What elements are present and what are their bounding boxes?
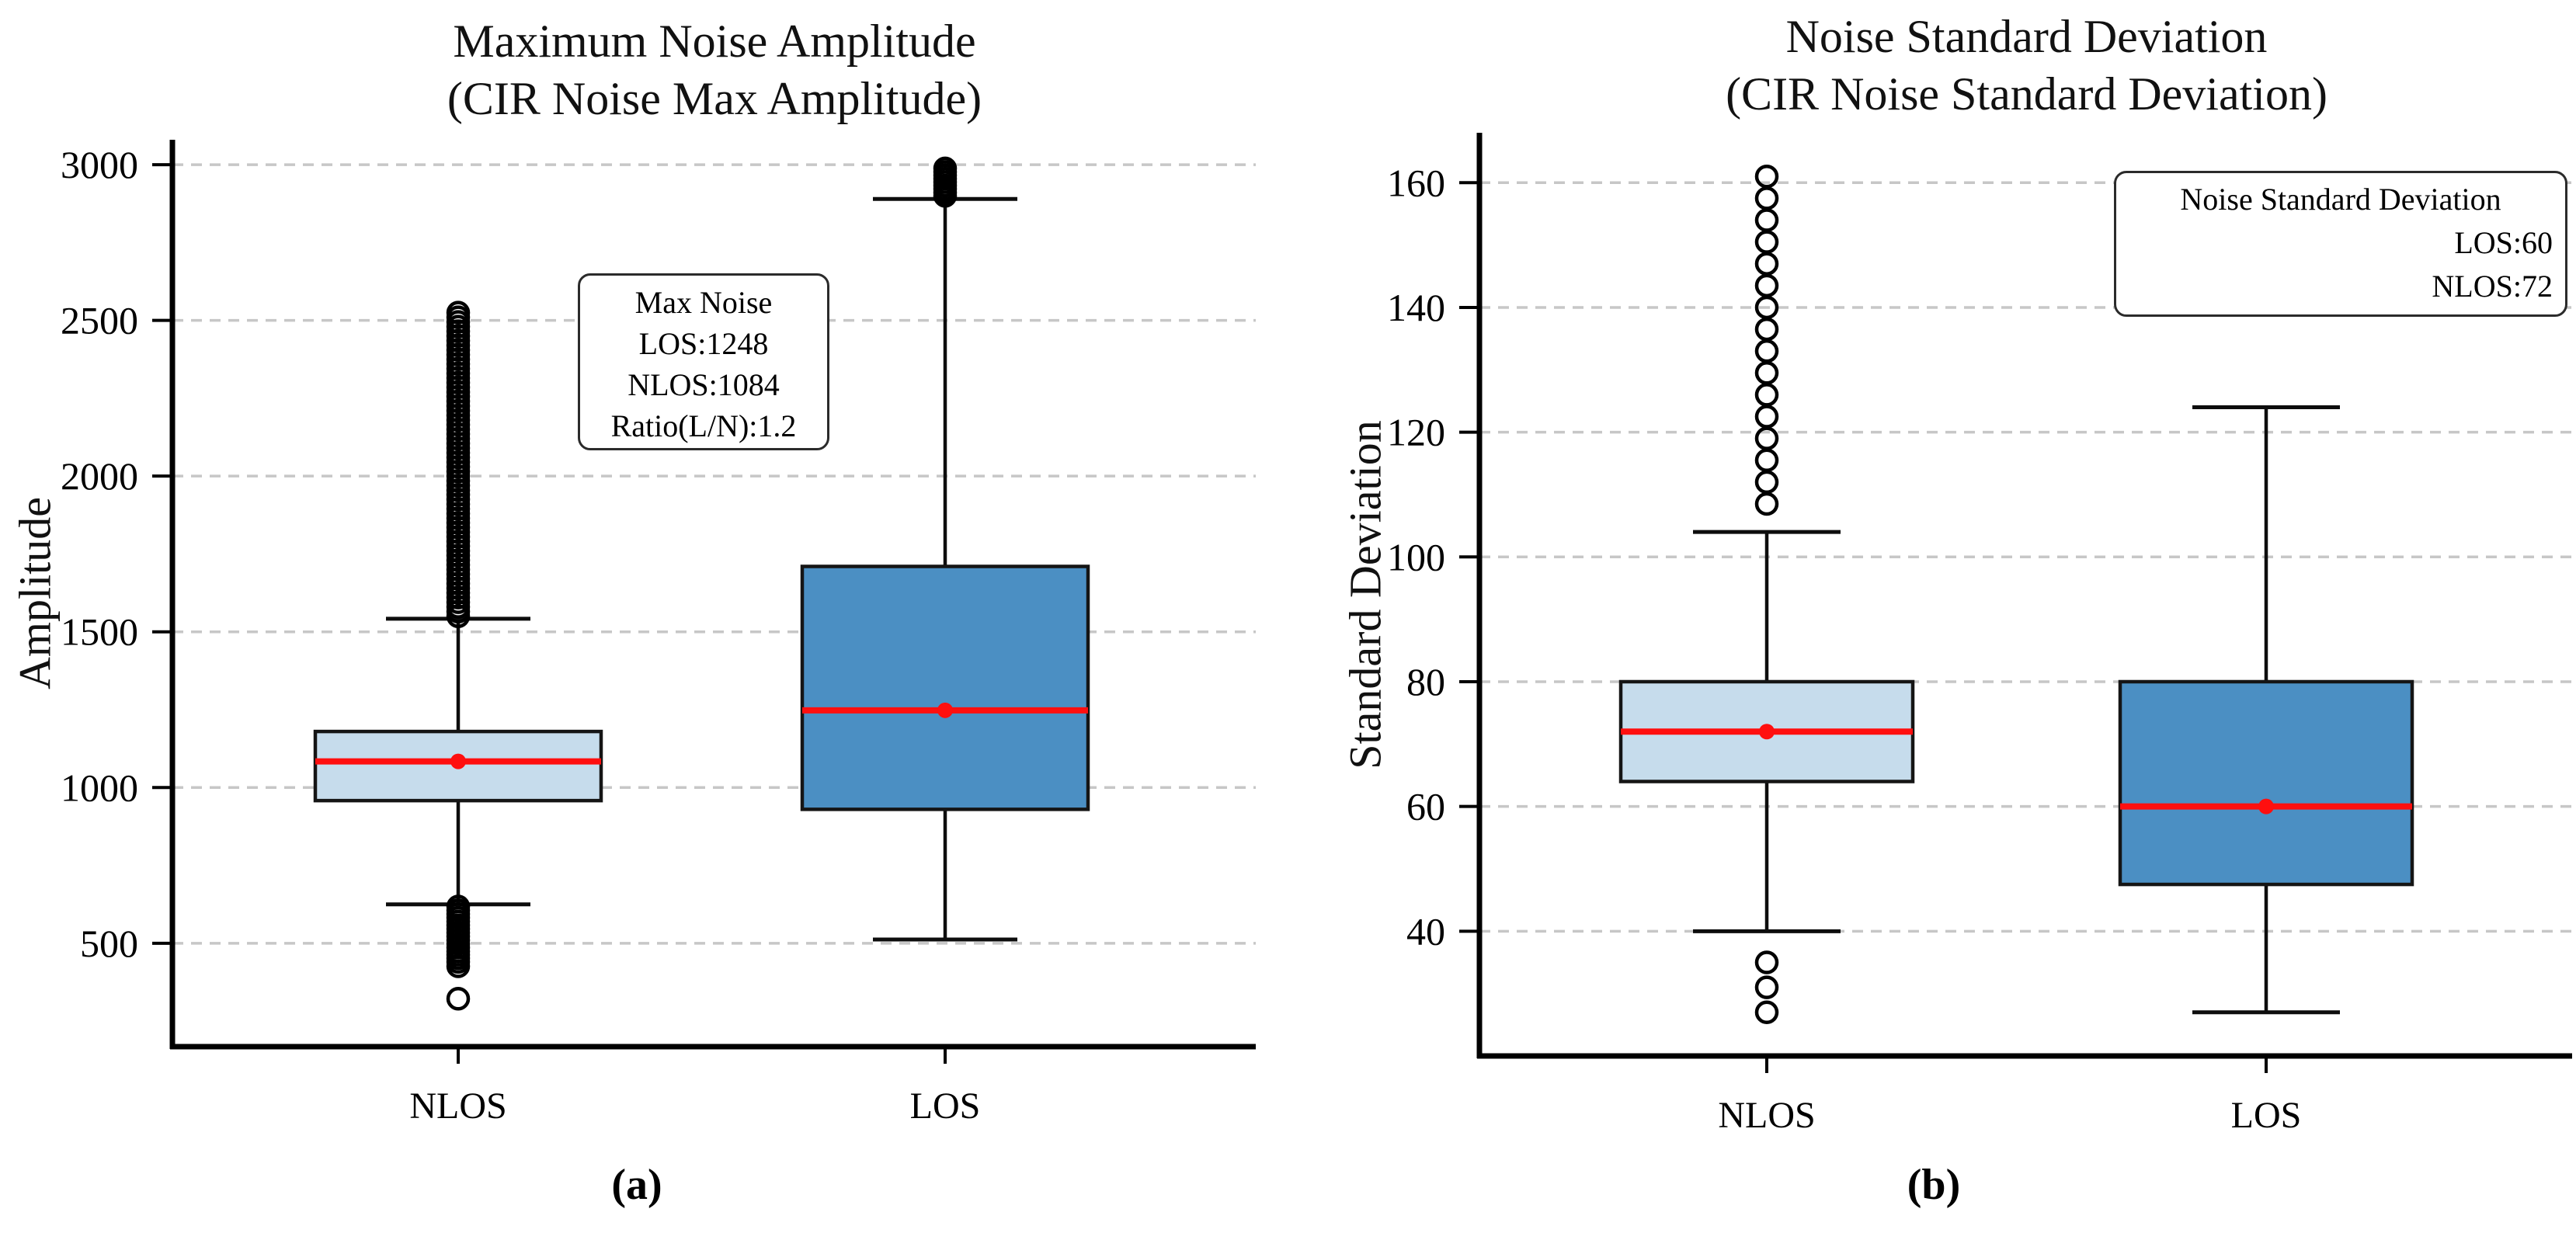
y-tick-label: 160 (1387, 161, 1445, 204)
iqr-box-los (800, 564, 1090, 811)
y-tick-label: 100 (1387, 535, 1445, 578)
outlier-circle (1754, 208, 1779, 232)
annotation-line: Ratio(L/N):1.2 (610, 408, 797, 443)
y-tick-label: 120 (1387, 411, 1445, 454)
outlier-circle (1754, 252, 1779, 276)
outlier-circle (1754, 186, 1779, 210)
chart-a-title-line1: Maximum Noise Amplitude (453, 16, 976, 67)
y-tick-label: 40 (1406, 909, 1445, 953)
chart-b-title-line1: Noise Standard Deviation (1785, 11, 2268, 62)
caption-b: (b) (1907, 1161, 1961, 1209)
x-tick-label: LOS (2231, 1095, 2302, 1136)
outlier-circle (446, 954, 471, 978)
chart-a-title-line2: (CIR Noise Max Amplitude) (447, 73, 982, 124)
y-tick-label: 80 (1406, 660, 1445, 703)
y-tick-label: 2000 (61, 454, 138, 498)
outlier-circle (1754, 383, 1779, 407)
mean-dot (1759, 724, 1775, 740)
outlier-circle (1754, 339, 1779, 363)
mean-dot (2258, 798, 2274, 814)
annotation-line: Max Noise (634, 285, 773, 320)
outlier-circle (1754, 491, 1779, 516)
legend-title: Noise Standard Deviation (2180, 182, 2501, 217)
y-tick-label: 1000 (61, 766, 138, 809)
outlier-circle (1754, 317, 1779, 342)
outlier-circle (1754, 470, 1779, 495)
outlier-circle (1754, 164, 1779, 189)
outlier-circle (1754, 405, 1779, 429)
caption-a: (a) (611, 1161, 662, 1209)
y-tick-label: 60 (1406, 785, 1445, 828)
chart-b-title-line2: (CIR Noise Standard Deviation) (1726, 68, 2327, 120)
chart-b-title: Noise Standard Deviation (CIR Noise Stan… (1480, 8, 2573, 123)
outlier-circle (446, 986, 471, 1011)
outlier-circle (1754, 448, 1779, 473)
outlier-circle (1754, 361, 1779, 385)
x-tick-label: NLOS (409, 1085, 506, 1127)
mean-dot (937, 702, 953, 718)
outlier-circle (933, 156, 958, 181)
annotation-line: LOS:1248 (638, 326, 769, 361)
annotation-line: NLOS:1084 (627, 367, 780, 402)
y-tick-label: 1500 (61, 610, 138, 654)
chart-b-legend-box: Noise Standard Deviation LOS:60 NLOS:72 (2114, 171, 2567, 317)
legend-entry-los: LOS:60 (2454, 225, 2553, 260)
x-tick-label: LOS (910, 1085, 981, 1127)
legend-entry-nlos: NLOS:72 (2432, 269, 2553, 304)
iqr-box-los (2118, 679, 2414, 887)
outlier-circle (1754, 975, 1779, 999)
chart-a-annotation-box: Max Noise LOS:1248 NLOS:1084 Ratio(L/N):… (578, 273, 829, 450)
x-tick-label: NLOS (1718, 1095, 1815, 1136)
y-tick-label: 500 (80, 922, 138, 965)
mean-dot (450, 753, 466, 769)
outlier-circle (1754, 273, 1779, 298)
outlier-circle (446, 300, 471, 325)
chart-b-ylabel: Standard Deviation (1340, 420, 1391, 769)
chart-a-title: Maximum Noise Amplitude (CIR Noise Max A… (172, 12, 1257, 127)
chart-a-ylabel: Amplitude (9, 496, 61, 690)
outlier-circle (1754, 230, 1779, 254)
y-tick-label: 2500 (61, 299, 138, 342)
outlier-circle (1754, 1000, 1779, 1025)
outlier-circle (1754, 950, 1779, 974)
y-tick-label: 3000 (61, 143, 138, 186)
y-tick-label: 140 (1387, 286, 1445, 329)
